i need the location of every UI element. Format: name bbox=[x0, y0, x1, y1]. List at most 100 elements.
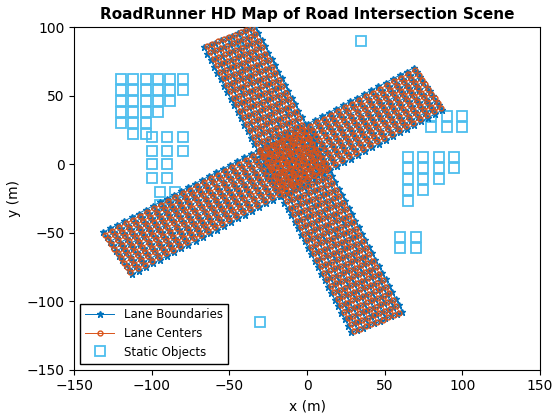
Lane Boundaries bbox=[224, 90, 231, 95]
Static Objects bbox=[142, 99, 149, 104]
Lane Centers bbox=[234, 102, 240, 107]
Lane Centers bbox=[318, 264, 324, 269]
Lane Boundaries bbox=[241, 122, 248, 127]
Lane Boundaries bbox=[348, 330, 355, 335]
Lane Centers bbox=[351, 328, 358, 333]
Lane Centers bbox=[230, 95, 237, 100]
Lane Boundaries bbox=[284, 207, 291, 212]
Lane Boundaries bbox=[342, 317, 348, 322]
Lane Boundaries bbox=[338, 310, 345, 315]
Lane Boundaries bbox=[332, 297, 338, 302]
Lane Centers bbox=[287, 205, 294, 210]
Static Objects bbox=[412, 245, 419, 250]
Lane Centers bbox=[304, 238, 311, 243]
Lane Boundaries bbox=[274, 187, 281, 192]
Lane Boundaries bbox=[214, 71, 221, 76]
Lane Boundaries bbox=[211, 64, 217, 69]
X-axis label: x (m): x (m) bbox=[288, 399, 325, 413]
Static Objects bbox=[404, 166, 411, 171]
Lane Boundaries bbox=[264, 168, 271, 173]
Title: RoadRunner HD Map of Road Intersection Scene: RoadRunner HD Map of Road Intersection S… bbox=[100, 7, 514, 22]
Lane Boundaries bbox=[328, 291, 335, 296]
Lane Centers bbox=[314, 257, 321, 262]
Lane Centers bbox=[250, 134, 257, 139]
Lane Boundaries bbox=[315, 265, 321, 270]
Lane Boundaries bbox=[258, 155, 264, 160]
Lane Centers bbox=[264, 160, 270, 165]
Lane Centers bbox=[223, 82, 230, 87]
Lane Boundaries bbox=[244, 129, 251, 134]
Static Objects bbox=[172, 189, 179, 194]
Lane Centers bbox=[260, 154, 267, 159]
Lane Centers bbox=[203, 43, 210, 48]
Lane Boundaries bbox=[200, 45, 207, 50]
Lane Centers bbox=[297, 225, 304, 230]
Static Objects bbox=[241, 71, 248, 76]
Static Objects bbox=[451, 155, 458, 160]
Lane Boundaries bbox=[251, 142, 258, 147]
Lane Centers bbox=[257, 147, 264, 152]
Lane Centers bbox=[244, 121, 250, 126]
Legend: Lane Boundaries, Lane Centers, Static Objects: Lane Boundaries, Lane Centers, Static Ob… bbox=[80, 304, 227, 364]
Lane Centers bbox=[294, 218, 301, 223]
Lane Boundaries bbox=[288, 213, 295, 218]
Lane Boundaries bbox=[227, 97, 234, 102]
Y-axis label: y (m): y (m) bbox=[7, 180, 21, 217]
Lane Centers bbox=[338, 302, 344, 307]
Lane Boundaries bbox=[335, 304, 342, 309]
Lane Boundaries bbox=[325, 284, 332, 289]
Lane Centers bbox=[341, 309, 348, 314]
Lane Boundaries bbox=[231, 103, 237, 108]
Lane Boundaries bbox=[254, 148, 261, 153]
Lane Boundaries bbox=[237, 116, 244, 121]
Lane Centers bbox=[344, 315, 351, 320]
Lane Centers bbox=[281, 192, 287, 197]
Lane Boundaries bbox=[271, 181, 278, 186]
Lane Boundaries bbox=[298, 232, 305, 237]
Lane Boundaries bbox=[308, 252, 315, 257]
Lane Centers bbox=[254, 141, 260, 146]
Lane Centers bbox=[213, 63, 220, 68]
Lane Centers bbox=[220, 76, 227, 81]
Lane Centers bbox=[210, 56, 217, 61]
Lane Centers bbox=[267, 166, 274, 171]
Static Objects bbox=[234, 39, 241, 44]
Line: Lane Centers: Lane Centers bbox=[204, 44, 357, 333]
Lane Boundaries bbox=[321, 278, 328, 283]
Lane Boundaries bbox=[261, 161, 268, 166]
Lane Centers bbox=[291, 212, 297, 217]
Lane Centers bbox=[237, 108, 244, 113]
Lane Centers bbox=[324, 277, 331, 282]
Line: Lane Boundaries: Lane Boundaries bbox=[200, 44, 355, 336]
Line: Static Objects: Static Objects bbox=[116, 36, 467, 327]
Lane Boundaries bbox=[234, 109, 241, 114]
Lane Centers bbox=[307, 244, 314, 249]
Lane Boundaries bbox=[311, 258, 318, 263]
Lane Centers bbox=[301, 231, 307, 236]
Lane Centers bbox=[227, 89, 234, 94]
Lane Centers bbox=[274, 179, 281, 184]
Lane Boundaries bbox=[295, 226, 301, 231]
Lane Centers bbox=[247, 128, 254, 133]
Lane Centers bbox=[217, 69, 223, 74]
Lane Boundaries bbox=[248, 135, 254, 140]
Static Objects bbox=[257, 319, 264, 324]
Static Objects bbox=[130, 99, 137, 104]
Lane Boundaries bbox=[318, 271, 325, 276]
Lane Centers bbox=[328, 283, 334, 288]
Lane Centers bbox=[334, 296, 341, 301]
Lane Centers bbox=[284, 199, 291, 204]
Lane Boundaries bbox=[278, 194, 284, 199]
Lane Boundaries bbox=[301, 239, 308, 244]
Lane Boundaries bbox=[281, 200, 288, 205]
Lane Centers bbox=[311, 251, 318, 256]
Lane Centers bbox=[321, 270, 328, 275]
Lane Boundaries bbox=[345, 323, 352, 328]
Lane Centers bbox=[270, 173, 277, 178]
Lane Boundaries bbox=[305, 245, 311, 250]
Lane Centers bbox=[331, 289, 338, 294]
Lane Centers bbox=[240, 115, 247, 120]
Lane Centers bbox=[277, 186, 284, 191]
Lane Boundaries bbox=[204, 51, 211, 56]
Lane Boundaries bbox=[207, 58, 214, 63]
